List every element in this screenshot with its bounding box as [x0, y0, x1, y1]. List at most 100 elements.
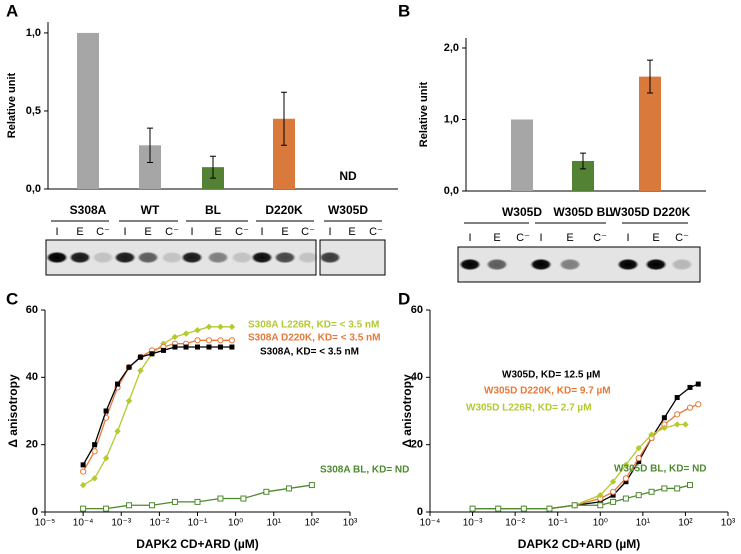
marker: [228, 337, 236, 344]
marker: [597, 491, 604, 499]
y-axis-label: Δ anisotropy: [6, 374, 20, 448]
gel-band: [617, 258, 639, 271]
gel-band: [530, 258, 552, 271]
marker: [597, 502, 604, 509]
lane-label: C⁻: [369, 226, 383, 238]
marker: [115, 381, 121, 387]
marker: [610, 488, 617, 495]
marker: [182, 330, 190, 337]
y-tick-label: 0: [417, 506, 423, 518]
category-label: W305D: [328, 203, 368, 217]
x-tick-label: 10⁰: [593, 518, 608, 529]
marker: [79, 481, 87, 489]
x-tick-label: 10¹: [636, 518, 651, 529]
category-label: W305D BL: [553, 205, 612, 219]
legend-entry: W305D, KD= 12.5 µM: [502, 370, 600, 381]
marker: [308, 482, 315, 489]
marker: [102, 454, 110, 462]
marker: [622, 475, 630, 482]
marker: [674, 485, 681, 492]
bar: [511, 119, 533, 191]
x-tick-label: 10⁻⁴: [73, 518, 94, 529]
lane-label: I: [190, 226, 193, 238]
marker: [622, 495, 629, 502]
marker: [469, 505, 476, 512]
marker: [183, 344, 189, 350]
gel-band: [274, 251, 296, 264]
error-bar: [647, 59, 653, 94]
bar: [139, 145, 161, 189]
gel-band: [459, 258, 481, 271]
marker: [205, 323, 213, 331]
marker: [103, 408, 109, 414]
marker: [217, 344, 223, 350]
lane-label: C⁻: [235, 226, 249, 238]
x-tick-label: 10³: [721, 518, 736, 529]
gel-band: [181, 251, 203, 264]
marker: [195, 344, 200, 350]
marker: [674, 395, 680, 401]
marker: [520, 505, 527, 512]
marker: [648, 431, 655, 438]
gel-band: [486, 258, 508, 271]
category-label: W305D D220K: [610, 205, 691, 219]
marker: [635, 455, 642, 462]
marker: [149, 351, 155, 357]
marker: [80, 505, 87, 512]
lane-label: C⁻: [165, 226, 179, 238]
marker: [160, 347, 166, 353]
marker: [92, 442, 98, 448]
y-tick-label: 1,0: [444, 113, 459, 125]
y-tick-label: 0: [32, 506, 38, 518]
x-tick-label: 10⁻⁴: [420, 518, 441, 529]
marker: [674, 411, 681, 418]
y-tick-label: 0,0: [444, 185, 459, 197]
lane-label: E: [348, 226, 355, 238]
lane-label: I: [260, 226, 263, 238]
marker: [661, 485, 668, 492]
lane-label: C⁻: [593, 232, 607, 244]
lane-label: C⁻: [675, 232, 689, 244]
x-tick-label: 10²: [678, 518, 693, 529]
marker: [687, 384, 693, 390]
y-tick-label: 60: [26, 304, 38, 316]
gel-band: [46, 251, 68, 264]
marker: [148, 502, 155, 509]
marker: [263, 488, 270, 495]
marker: [285, 485, 292, 492]
gel-band: [114, 251, 136, 264]
marker: [635, 444, 642, 452]
marker: [610, 498, 617, 505]
y-tick-label: 40: [411, 371, 423, 383]
marker: [695, 381, 701, 387]
panel-letter: C: [6, 289, 18, 308]
gel-band: [161, 251, 183, 264]
y-tick-label: 20: [411, 439, 423, 451]
gel-band: [69, 251, 91, 264]
bar: [639, 76, 661, 191]
marker: [138, 354, 144, 360]
y-axis-label: Relative unit: [6, 72, 18, 138]
gel-band: [297, 251, 319, 264]
x-tick-label: 10¹: [267, 518, 282, 529]
marker: [661, 424, 668, 432]
lane-label: C⁻: [96, 226, 110, 238]
marker: [609, 478, 617, 485]
fit-line: [472, 484, 691, 510]
x-tick-label: 10⁻³: [111, 518, 131, 529]
marker: [686, 404, 694, 411]
x-tick-label: 10⁻²: [150, 518, 170, 529]
marker: [194, 498, 201, 505]
marker: [682, 421, 689, 428]
marker: [546, 505, 553, 512]
error-bar: [281, 91, 287, 146]
marker: [571, 502, 578, 509]
y-axis-label: Relative unit: [418, 81, 430, 147]
marker: [194, 337, 201, 344]
marker: [635, 492, 642, 499]
marker: [610, 492, 616, 498]
y-tick-label: 2,0: [444, 42, 459, 54]
gel-band: [671, 258, 693, 271]
lane-label: I: [539, 232, 542, 244]
lane-label: C⁻: [301, 226, 315, 238]
